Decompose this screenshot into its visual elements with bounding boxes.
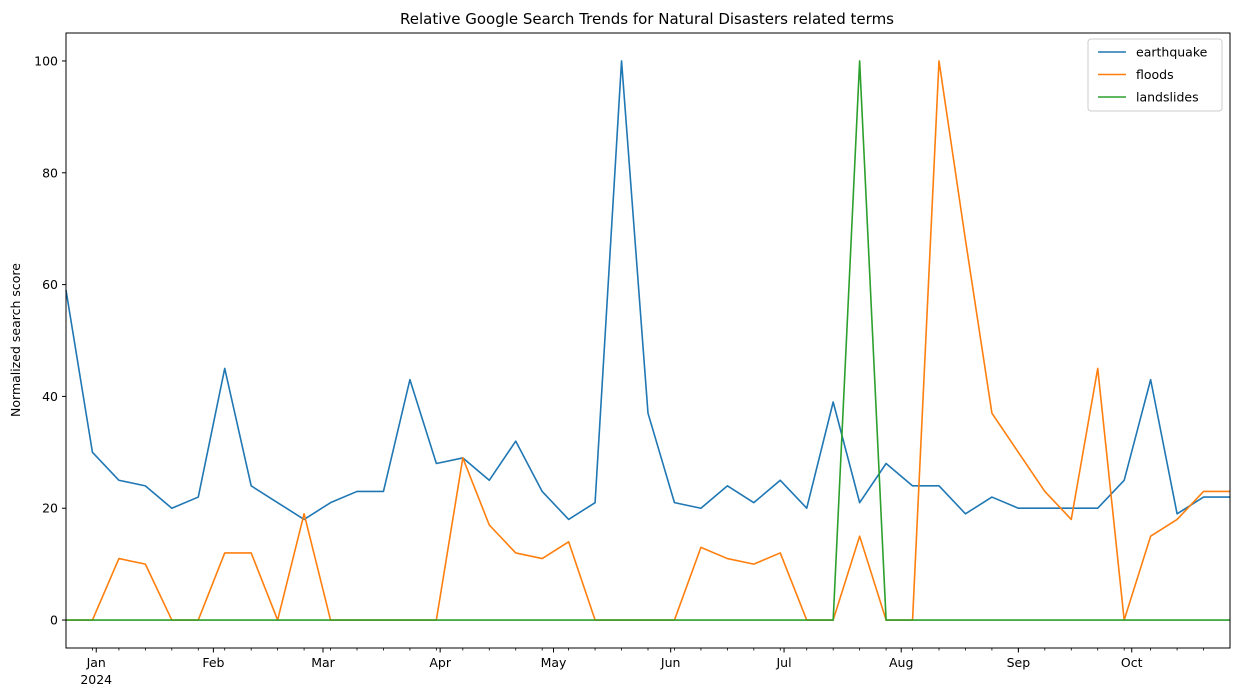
y-tick-label: 80 xyxy=(42,165,58,180)
plot-lines xyxy=(65,60,1230,621)
x-tick-label: Aug xyxy=(889,655,913,670)
plot-frame xyxy=(65,32,1231,649)
y-axis-ticks: 0 20 40 60 80 100 xyxy=(34,53,66,628)
series-line-earthquake xyxy=(65,60,1230,521)
y-tick-label: 100 xyxy=(34,53,58,68)
x-tick-label: Jun xyxy=(660,655,681,670)
x-tick-label: Feb xyxy=(202,655,224,670)
legend-label-landslides: landslides xyxy=(1136,90,1199,105)
y-tick-label: 60 xyxy=(42,277,58,292)
x-tick-label: Jan xyxy=(86,655,106,670)
y-tick-label: 40 xyxy=(42,389,58,404)
x-tick-label: Mar xyxy=(311,655,335,670)
y-tick-label: 0 xyxy=(50,613,58,628)
series-line-landslides xyxy=(66,60,1230,621)
legend: earthquake floods landslides xyxy=(1087,38,1223,112)
x-tick-label: Sep xyxy=(1007,655,1031,670)
y-tick-label: 20 xyxy=(42,501,58,516)
legend-label-floods: floods xyxy=(1136,67,1174,82)
x-tick-label: Apr xyxy=(429,655,451,670)
x-tick-label: Oct xyxy=(1121,655,1143,670)
legend-label-earthquake: earthquake xyxy=(1136,45,1208,60)
chart-title: Relative Google Search Trends for Natura… xyxy=(400,10,894,28)
y-axis-label: Normalized search score xyxy=(8,263,23,417)
x-tick-sublabel: 2024 xyxy=(80,672,112,687)
x-tick-label: May xyxy=(541,655,567,670)
legend-box xyxy=(1087,38,1223,112)
x-tick-label: Jul xyxy=(776,655,792,670)
